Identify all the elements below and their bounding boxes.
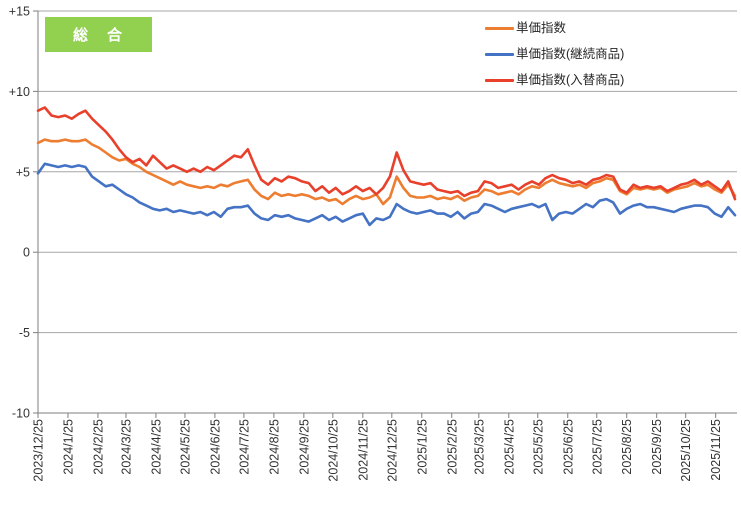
x-tick-label: 2024/10/25 bbox=[326, 419, 340, 482]
x-tick-label: 2025/1/25 bbox=[415, 419, 429, 475]
legend-item-unit-price-index: 単価指数 bbox=[485, 20, 624, 37]
category-badge: 総 合 bbox=[45, 17, 152, 52]
x-tick-label: 2025/3/25 bbox=[472, 419, 486, 475]
x-tick-label: 2025/5/25 bbox=[531, 419, 545, 475]
unit-price-index-continuing-line bbox=[36, 162, 737, 227]
y-tick-label: +5 bbox=[16, 165, 30, 179]
category-badge-label: 総 合 bbox=[72, 27, 124, 44]
legend-line-swatch-red bbox=[485, 79, 514, 82]
x-tick-label: 2025/7/25 bbox=[590, 419, 604, 475]
x-tick-label: 2025/11/25 bbox=[709, 419, 723, 481]
x-tick-label: 2024/2/25 bbox=[91, 419, 105, 475]
legend-item-unit-price-index-continuing: 単価指数(継続商品) bbox=[485, 46, 624, 63]
y-tick-label: +10 bbox=[9, 85, 30, 99]
x-tick-label: 2024/6/25 bbox=[208, 419, 222, 475]
x-tick-label: 2025/6/25 bbox=[561, 419, 575, 475]
x-tick-label: 2025/9/25 bbox=[650, 419, 664, 475]
x-tick-label: 2024/3/25 bbox=[119, 419, 133, 475]
x-tick-label: 2024/8/25 bbox=[267, 419, 281, 475]
y-tick-label: -5 bbox=[19, 326, 30, 340]
y-tick-label: +15 bbox=[9, 5, 30, 19]
x-tick-label: 2024/7/25 bbox=[237, 419, 251, 475]
axes bbox=[33, 10, 737, 418]
series-lines bbox=[36, 106, 737, 227]
legend-label: 単価指数(入替商品) bbox=[516, 73, 625, 87]
legend-label: 単価指数(継続商品) bbox=[516, 47, 625, 61]
x-tick-label: 2023/12/25 bbox=[32, 419, 46, 482]
y-tick-label: -10 bbox=[12, 407, 30, 421]
x-tick-label: 2024/1/25 bbox=[61, 419, 75, 475]
gridlines bbox=[38, 10, 737, 334]
x-tick-label: 2024/5/25 bbox=[178, 419, 192, 475]
x-tick-label: 2025/8/25 bbox=[620, 419, 634, 475]
x-tick-label: 2025/4/25 bbox=[502, 419, 516, 475]
x-tick-label: 2024/12/25 bbox=[385, 419, 399, 482]
x-tick-label: 2025/10/25 bbox=[679, 419, 693, 482]
chart-legend: 単価指数 単価指数(継続商品) 単価指数(入替商品) bbox=[485, 20, 624, 98]
x-tick-label: 2024/4/25 bbox=[149, 419, 163, 475]
legend-line-swatch-orange bbox=[485, 27, 514, 30]
x-tick-label: 2024/11/25 bbox=[356, 419, 370, 481]
unit-price-index-replacement-line bbox=[36, 106, 737, 201]
x-tick-label: 2024/9/25 bbox=[297, 419, 311, 475]
y-tick-label: 0 bbox=[23, 246, 30, 260]
legend-label: 単価指数 bbox=[516, 21, 567, 35]
legend-item-unit-price-index-replacement: 単価指数(入替商品) bbox=[485, 72, 624, 89]
x-tick-label: 2025/2/25 bbox=[445, 419, 459, 475]
legend-line-swatch-blue bbox=[485, 53, 514, 56]
